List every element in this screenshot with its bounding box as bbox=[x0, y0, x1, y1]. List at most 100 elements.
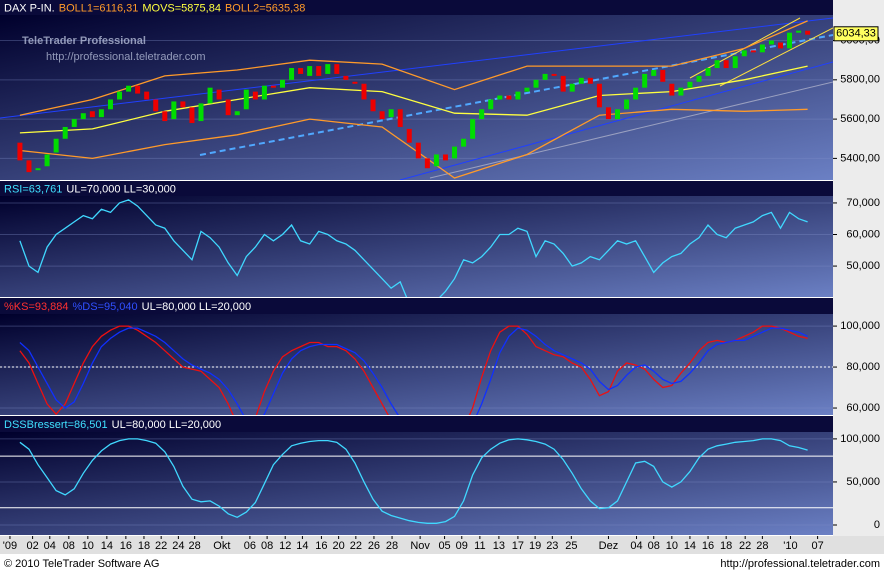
series-line bbox=[19, 20, 808, 116]
x-tick-label: 18 bbox=[138, 540, 150, 552]
x-tick-label: 11 bbox=[474, 540, 485, 552]
candle bbox=[397, 109, 403, 127]
y-tick-label: 60,000 bbox=[846, 228, 880, 240]
x-tick-label: 18 bbox=[720, 540, 732, 552]
panel-header bbox=[0, 181, 833, 196]
candle bbox=[741, 50, 747, 57]
candle bbox=[135, 85, 141, 94]
candle bbox=[316, 66, 322, 76]
candle bbox=[533, 79, 539, 88]
y-tick-label: 50,000 bbox=[846, 476, 880, 488]
y-tick-label: 0 bbox=[874, 519, 880, 531]
legend-item: UL=80,000 LL=20,000 bbox=[112, 419, 222, 431]
candle bbox=[298, 68, 304, 74]
candle bbox=[461, 138, 467, 147]
x-tick-label: 07 bbox=[811, 540, 823, 552]
candle bbox=[723, 60, 729, 69]
candle bbox=[488, 99, 494, 110]
x-tick-label: '10 bbox=[783, 540, 797, 552]
candle bbox=[479, 109, 485, 120]
panel-background bbox=[0, 196, 833, 297]
panel-header bbox=[0, 0, 833, 15]
candle bbox=[569, 83, 575, 92]
panel-header bbox=[0, 416, 833, 432]
candle bbox=[578, 77, 584, 84]
legend-item: DAX P-IN. bbox=[4, 2, 55, 14]
x-tick-label: 23 bbox=[546, 540, 558, 552]
candle bbox=[452, 146, 458, 159]
legend-item: BOLL1=6116,31 bbox=[59, 2, 139, 14]
candle bbox=[424, 158, 430, 169]
x-tick-label: 16 bbox=[120, 540, 132, 552]
candle bbox=[234, 111, 240, 116]
series-line bbox=[19, 438, 808, 524]
x-tick-label: 12 bbox=[279, 540, 291, 552]
candle bbox=[759, 44, 765, 53]
panel-legend: %KS=93,884 %DS=95,040 UL=80,000 LL=20,000 bbox=[4, 301, 251, 313]
legend-item: DSSBressert=86,501 bbox=[4, 419, 108, 431]
trend-line bbox=[719, 27, 833, 87]
candle bbox=[162, 111, 168, 122]
candle bbox=[433, 154, 439, 167]
candle bbox=[714, 60, 720, 69]
y-tick-label: 80,000 bbox=[846, 361, 880, 373]
legend-item: BOLL2=5635,38 bbox=[225, 2, 305, 14]
x-tick-label: 24 bbox=[172, 540, 184, 552]
candle bbox=[270, 85, 276, 88]
candle bbox=[71, 119, 77, 127]
candle bbox=[560, 75, 566, 92]
candle bbox=[515, 91, 521, 100]
candle bbox=[325, 64, 331, 74]
candle bbox=[605, 107, 611, 120]
candle bbox=[361, 83, 367, 100]
x-tick-label: 04 bbox=[630, 540, 642, 552]
candle bbox=[624, 99, 630, 110]
x-axis-area bbox=[0, 536, 884, 554]
candle bbox=[180, 101, 186, 108]
candle bbox=[17, 142, 23, 161]
candle bbox=[171, 101, 177, 120]
candle bbox=[551, 73, 557, 76]
y-tick-label: 5400,00 bbox=[840, 152, 880, 164]
candle bbox=[144, 91, 150, 100]
candle bbox=[470, 119, 476, 139]
candle bbox=[279, 79, 285, 88]
candle bbox=[669, 83, 675, 96]
candle bbox=[687, 81, 693, 88]
x-tick-label: 14 bbox=[101, 540, 113, 552]
panel-legend: DSSBressert=86,501 UL=80,000 LL=20,000 bbox=[4, 419, 221, 431]
x-tick-label: Dez bbox=[599, 540, 619, 552]
candle bbox=[615, 109, 621, 120]
candle bbox=[587, 77, 593, 84]
x-tick-label: 10 bbox=[666, 540, 678, 552]
x-tick-label: 28 bbox=[756, 540, 768, 552]
legend-item: RSI=63,761 bbox=[4, 183, 62, 195]
candle bbox=[216, 89, 222, 100]
x-tick-label: 14 bbox=[296, 540, 308, 552]
candle bbox=[289, 68, 295, 80]
x-tick-label: 04 bbox=[44, 540, 56, 552]
candle bbox=[497, 95, 503, 100]
panel-legend: RSI=63,761 UL=70,000 LL=30,000 bbox=[4, 183, 176, 195]
trend-line bbox=[0, 17, 833, 119]
candle bbox=[198, 103, 204, 122]
candle bbox=[415, 142, 421, 159]
candle bbox=[768, 40, 774, 45]
x-tick-label: 22 bbox=[739, 540, 751, 552]
candle bbox=[379, 111, 385, 120]
candle bbox=[506, 95, 512, 100]
last-price-label: 6034,33 bbox=[836, 28, 876, 40]
candle bbox=[787, 32, 793, 49]
series-line bbox=[19, 199, 808, 297]
candle bbox=[732, 56, 738, 69]
candle bbox=[252, 91, 258, 100]
x-tick-label: 22 bbox=[155, 540, 167, 552]
plot-area bbox=[0, 199, 833, 297]
plot-area bbox=[0, 438, 833, 526]
legend-item: %KS=93,884 bbox=[4, 301, 69, 313]
y-tick-label: 5800,00 bbox=[840, 74, 880, 86]
candle bbox=[153, 99, 159, 112]
x-tick-label: 02 bbox=[26, 540, 38, 552]
candle bbox=[678, 87, 684, 96]
trend-line bbox=[429, 81, 833, 179]
